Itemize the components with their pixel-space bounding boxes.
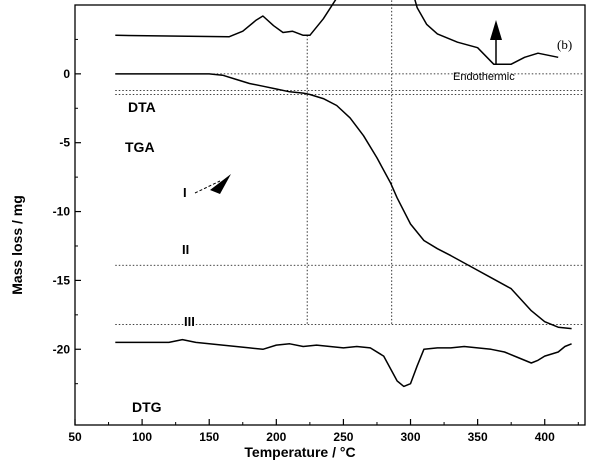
y-tick-label--5: -5 <box>59 136 70 150</box>
dtg-label: DTG <box>132 399 162 415</box>
x-tick-label-50: 50 <box>68 430 82 444</box>
region-i-arrow <box>194 174 231 194</box>
series-dtg-line <box>115 338 572 388</box>
plot-frame <box>74 4 586 426</box>
y-tick-label--10: -10 <box>53 205 71 219</box>
endothermic-arrow <box>490 20 502 65</box>
x-axis-label: Temperature / °C <box>244 444 355 460</box>
x-axis-ticks: 50 100 150 200 250 300 350 400 <box>68 419 579 444</box>
y-tick-label-0: 0 <box>63 67 70 81</box>
endothermic-annotation: Endothermic <box>453 71 515 83</box>
dta-label: DTA <box>128 99 156 115</box>
data-curves <box>115 0 572 388</box>
x-tick-label-200: 200 <box>266 430 286 444</box>
x-tick-label-100: 100 <box>132 430 152 444</box>
region-label-ii: II <box>182 242 189 257</box>
x-tick-label-300: 300 <box>401 430 421 444</box>
x-tick-label-350: 350 <box>468 430 488 444</box>
y-tick-label--15: -15 <box>53 273 71 287</box>
x-tick-label-250: 250 <box>333 430 353 444</box>
y-axis-ticks: 0 -5 -10 -15 -20 <box>53 38 81 385</box>
panel-label: (b) <box>557 37 572 52</box>
x-tick-label-400: 400 <box>535 430 555 444</box>
region-label-i: I <box>183 185 187 200</box>
reference-lines <box>115 0 583 325</box>
x-tick-label-150: 150 <box>199 430 219 444</box>
series-tga-line <box>115 73 572 330</box>
series-dta-line <box>115 0 559 65</box>
region-label-iii: III <box>184 314 195 329</box>
y-tick-label--20: -20 <box>53 342 71 356</box>
tga-label: TGA <box>125 139 155 155</box>
y-axis-label: Mass loss / mg <box>9 195 25 295</box>
plot-border <box>74 4 586 426</box>
